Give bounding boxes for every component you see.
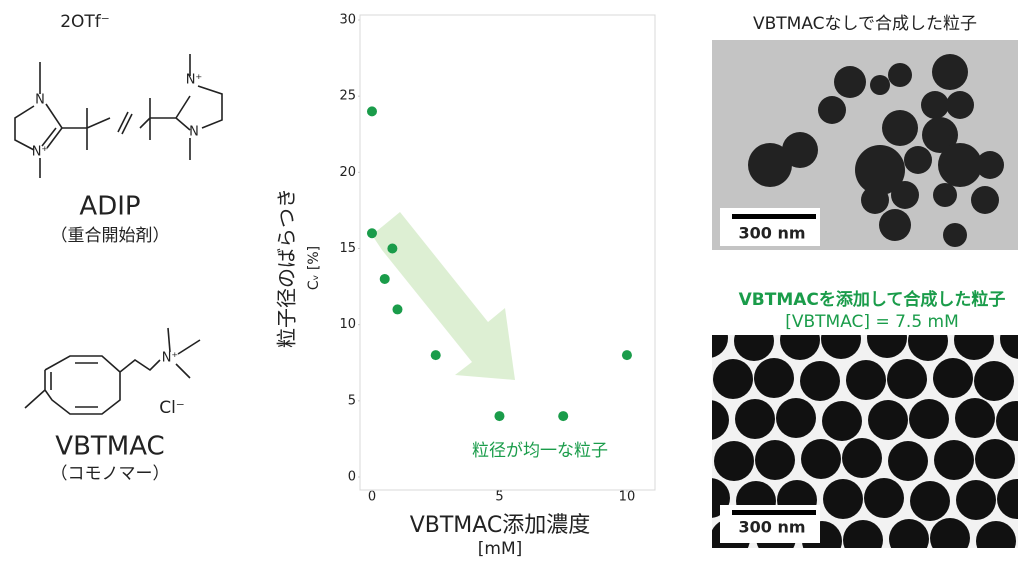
particle xyxy=(930,518,970,558)
particle xyxy=(818,96,846,124)
y-tick-label: 30 xyxy=(339,13,356,28)
particle xyxy=(834,66,866,98)
annotation: 粒径が均一な粒子 xyxy=(472,441,608,461)
scale-label: 300 nm xyxy=(738,224,805,243)
vbtmac-structure: N⁺ Cl⁻ VBTMAC （コモノマー） xyxy=(25,328,200,484)
particle xyxy=(754,358,794,398)
particle xyxy=(1020,360,1029,400)
structure-name: ADIP xyxy=(79,192,140,222)
particle xyxy=(934,440,974,480)
image-title: VBTMACを添加して合成した粒子 xyxy=(739,289,1006,310)
scale-bar xyxy=(732,214,816,219)
particle xyxy=(946,91,974,119)
particle xyxy=(943,223,967,247)
particle xyxy=(846,360,886,400)
particle xyxy=(891,181,919,209)
data-point xyxy=(431,350,441,360)
particle xyxy=(933,183,957,207)
particle xyxy=(971,186,999,214)
particle xyxy=(909,399,949,439)
particle xyxy=(842,438,882,478)
particle xyxy=(975,439,1015,479)
particle xyxy=(976,151,1004,179)
scale-label: 300 nm xyxy=(738,518,805,537)
data-point xyxy=(387,244,397,254)
data-point xyxy=(367,228,377,238)
x-axis-unit: [mM] xyxy=(478,539,523,558)
atom-label: N xyxy=(189,125,199,140)
particle xyxy=(689,400,729,440)
data-point xyxy=(558,411,568,421)
adip-structure: 2OTf⁻ N N⁺ N⁺ N ADIP （重合開始剤） xyxy=(15,12,222,246)
y-tick-label: 5 xyxy=(348,393,356,408)
particle xyxy=(688,318,728,358)
figure: 2OTf⁻ N N⁺ N⁺ N ADIP （重合開始剤） N⁺ Cl⁻ VBTM… xyxy=(0,0,1029,558)
y-tick-label: 25 xyxy=(339,89,356,104)
y-tick-label: 0 xyxy=(348,470,356,485)
y-tick-label: 10 xyxy=(339,317,356,332)
particle xyxy=(782,132,818,168)
atom-label: N⁺ xyxy=(32,145,49,160)
particle xyxy=(956,480,996,520)
particle xyxy=(932,54,968,90)
structure-role: （コモノマー） xyxy=(51,464,170,484)
image-subtitle: [VBTMAC] = 7.5 mM xyxy=(785,312,959,332)
particle xyxy=(887,359,927,399)
particle xyxy=(870,75,890,95)
counterion: Cl⁻ xyxy=(159,398,185,418)
data-point xyxy=(622,350,632,360)
y-tick-label: 15 xyxy=(339,241,356,256)
particle xyxy=(713,359,753,399)
atom-label: N⁺ xyxy=(186,73,203,88)
atom-label: N⁺ xyxy=(162,351,179,366)
particle xyxy=(868,400,908,440)
particle xyxy=(888,63,912,87)
particle xyxy=(823,479,863,519)
particle xyxy=(801,439,841,479)
particle xyxy=(734,321,774,361)
particle xyxy=(933,358,973,398)
particle xyxy=(889,519,929,558)
structure-role: （重合開始剤） xyxy=(51,226,170,246)
data-point xyxy=(494,411,504,421)
trend-arrow xyxy=(372,212,515,380)
x-axis-label: VBTMAC添加濃度 xyxy=(410,513,591,538)
particle xyxy=(955,398,995,438)
structure-name: VBTMAC xyxy=(55,432,164,462)
image-title: VBTMACなしで合成した粒子 xyxy=(753,14,977,34)
particle xyxy=(888,441,928,481)
particle xyxy=(822,401,862,441)
particle xyxy=(714,441,754,481)
particle xyxy=(1021,438,1029,478)
particle xyxy=(800,361,840,401)
counterion: 2OTf⁻ xyxy=(60,12,110,32)
y-tick-label: 20 xyxy=(339,165,356,180)
particle xyxy=(910,481,950,521)
particle xyxy=(882,110,918,146)
particle xyxy=(776,398,816,438)
particle xyxy=(904,146,932,174)
atom-label: N xyxy=(35,93,45,108)
particle xyxy=(974,361,1014,401)
particle xyxy=(954,320,994,360)
particle xyxy=(1022,520,1029,558)
particle xyxy=(879,209,911,241)
particle xyxy=(938,143,982,187)
data-point xyxy=(380,274,390,284)
particle xyxy=(861,186,889,214)
y-axis-label: 粒子径のばらつき xyxy=(275,188,299,348)
particle xyxy=(755,440,795,480)
scale-bar xyxy=(732,510,816,515)
particle xyxy=(864,478,904,518)
particle xyxy=(735,399,775,439)
y-axis-unit: Cᵥ [%] xyxy=(306,246,322,290)
data-point xyxy=(367,106,377,116)
particle xyxy=(921,91,949,119)
data-point xyxy=(392,304,402,314)
